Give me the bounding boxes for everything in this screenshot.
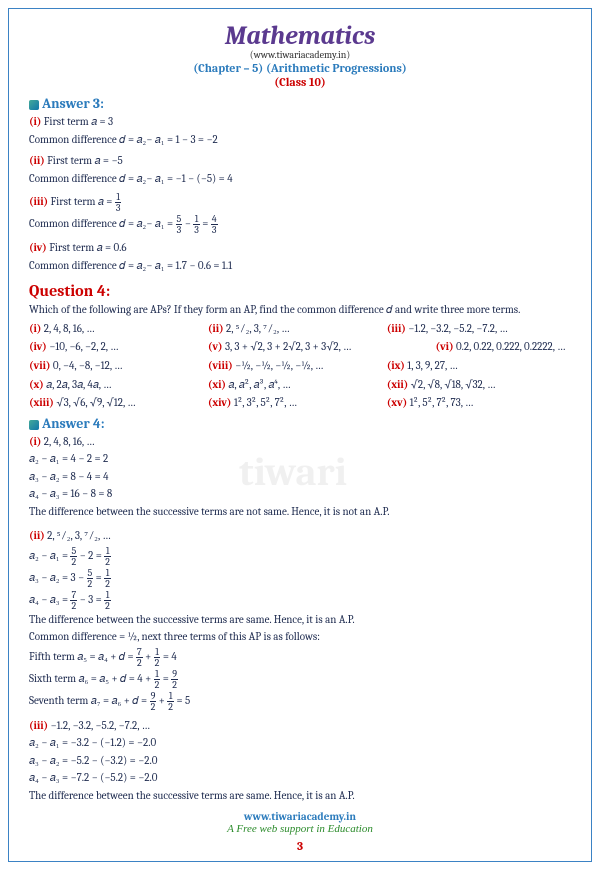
ans4-ii-l3: 𝑎₄ − 𝑎₃ = 72 − 3 = 12 bbox=[29, 590, 571, 611]
ans4-i-l3: 𝑎₄ − 𝑎₃ = 16 − 8 = 8 bbox=[29, 486, 571, 503]
ans4-iii-seq: (iii) −1.2, −3.2, −5.2, −7.2, … bbox=[29, 718, 571, 735]
footer-tagline: A Free web support in Education bbox=[29, 823, 571, 835]
ans3-iii-cd-pre: Common difference 𝑑 = 𝑎₂− 𝑎₁ = bbox=[29, 217, 176, 230]
bullet-icon bbox=[29, 100, 39, 110]
ans4-i-conc: The difference between the successive te… bbox=[29, 504, 571, 521]
ans4-label: Answer 4: bbox=[42, 415, 105, 432]
answer4-heading: Answer 4: bbox=[29, 415, 571, 432]
chapter: (Chapter – 5) (Arithmetic Progressions) bbox=[29, 61, 571, 75]
question4-heading: Question 4: bbox=[29, 282, 571, 300]
q4-x: (x) 𝑎, 2𝑎, 3𝑎, 4𝑎, … bbox=[29, 376, 208, 395]
ans4-i-seq: (i) 2, 4, 8, 16, … bbox=[29, 434, 571, 451]
roman-i: (i) bbox=[29, 115, 41, 128]
ans3-i-first: First term 𝑎 = 3 bbox=[41, 115, 113, 128]
ans3-ii-first: First term 𝑎 = −5 bbox=[45, 154, 123, 167]
ans4-iii-conc: The difference between the successive te… bbox=[29, 788, 571, 805]
ans4-ii-cd: Common difference = ½, next three terms … bbox=[29, 629, 571, 646]
ans3-iv-first: First term 𝑎 = 0.6 bbox=[47, 241, 127, 254]
q4-xii: (xii) √2, √8, √18, √32, … bbox=[387, 376, 566, 395]
title: Mathematics bbox=[29, 21, 571, 51]
q4-ii: (ii) 2, ⁵⁄₂, 3, ⁷⁄₂, … bbox=[208, 320, 387, 339]
ans3-ii: (ii) First term 𝑎 = −5 bbox=[29, 153, 571, 170]
header-url: (www.tiwariacademy.in) bbox=[29, 49, 571, 61]
ans4-ii-l2: 𝑎₃ − 𝑎₂ = 3 − 52 = 12 bbox=[29, 568, 571, 589]
ans3-iv-cd: Common difference 𝑑 = 𝑎₂− 𝑎₁ = 1.7 − 0.6… bbox=[29, 258, 571, 275]
ans4-ii-sixth: Sixth term 𝑎₆ = 𝑎₅ + 𝑑 = 4 + 12 = 92 bbox=[29, 669, 571, 690]
ans4-ii-l1: 𝑎₂ − 𝑎₁ = 52 − 2 = 12 bbox=[29, 546, 571, 567]
ans3-iii: (iii) First term 𝑎 = 13 bbox=[29, 192, 571, 213]
bullet-icon bbox=[29, 420, 39, 430]
ans4-iii-l3: 𝑎₄ − 𝑎₃ = −7.2 − (−5.2) = −2.0 bbox=[29, 770, 571, 787]
ans3-i: (i) First term 𝑎 = 3 bbox=[29, 114, 571, 131]
roman-iv: (iv) bbox=[29, 241, 47, 254]
page: Mathematics (www.tiwariacademy.in) (Chap… bbox=[8, 8, 592, 862]
ans3-label: Answer 3: bbox=[42, 95, 104, 112]
ans3-iv: (iv) First term 𝑎 = 0.6 bbox=[29, 240, 571, 257]
q4-vi: (vi) 0.2, 0.22, 0.222, 0.2222, … bbox=[435, 338, 565, 357]
q4-iii: (iii) −1.2, −3.2, −5.2, −7.2, … bbox=[387, 320, 566, 339]
q4-iv: (iv) −10, −6, −2, 2, … bbox=[29, 338, 208, 357]
q4-viii: (viii) −½, −½, −½, −½, … bbox=[208, 357, 387, 376]
footer-url: www.tiwariacademy.in bbox=[29, 810, 571, 823]
ans4-i-l2: 𝑎₃ − 𝑎₂ = 8 − 4 = 4 bbox=[29, 469, 571, 486]
roman-ii: (ii) bbox=[29, 154, 45, 167]
ans3-iii-cd: Common difference 𝑑 = 𝑎₂− 𝑎₁ = 53 − 13 =… bbox=[29, 214, 571, 235]
class: (Class 10) bbox=[29, 75, 571, 89]
q4-xiv: (xiv) 1², 3², 5², 7², … bbox=[208, 394, 387, 413]
answer3-heading: Answer 3: bbox=[29, 95, 571, 112]
ans3-i-cd: Common difference 𝑑 = 𝑎₂− 𝑎₁ = 1 − 3 = −… bbox=[29, 132, 571, 149]
ans3-ii-cd: Common difference 𝑑 = 𝑎₂− 𝑎₁ = −1 − (−5)… bbox=[29, 171, 571, 188]
ans4-ii-seventh: Seventh term 𝑎₇ = 𝑎₆ + 𝑑 = 92 + 12 = 5 bbox=[29, 691, 571, 712]
roman-iii: (iii) bbox=[29, 195, 48, 208]
q4-xi: (xi) 𝑎, 𝑎², 𝑎³, 𝑎⁴, … bbox=[208, 376, 387, 395]
ans4-ii-fifth: Fifth term 𝑎₅ = 𝑎₄ + 𝑑 = 72 + 12 = 4 bbox=[29, 647, 571, 668]
ans4-i-l1: 𝑎₂ − 𝑎₁ = 4 − 2 = 2 bbox=[29, 451, 571, 468]
page-number: 3 bbox=[29, 839, 571, 853]
q4-xv: (xv) 1², 5², 7², 73, … bbox=[387, 394, 566, 413]
q4-xiii: (xiii) √3, √6, √9, √12, … bbox=[29, 394, 208, 413]
ans4-ii-seq: (ii) 2, ⁵⁄₂, 3, ⁷⁄₂, … bbox=[29, 528, 571, 545]
ans4-ii-conc: The difference between the successive te… bbox=[29, 612, 571, 629]
ans4-iii-l2: 𝑎₃ − 𝑎₂ = −5.2 − (−3.2) = −2.0 bbox=[29, 753, 571, 770]
footer: www.tiwariacademy.in A Free web support … bbox=[29, 810, 571, 853]
ans3-iii-first: First term 𝑎 = bbox=[48, 195, 115, 208]
q4-ix: (ix) 1, 3, 9, 27, … bbox=[387, 357, 566, 376]
q4-v: (v) 3, 3 + √2, 3 + 2√2, 3 + 3√2, … bbox=[208, 338, 436, 357]
ans4-iii-l1: 𝑎₂ − 𝑎₁ = −3.2 − (−1.2) = −2.0 bbox=[29, 735, 571, 752]
q4-parts: (i) 2, 4, 8, 16, … (ii) 2, ⁵⁄₂, 3, ⁷⁄₂, … bbox=[29, 320, 571, 413]
q4-text: Which of the following are APs? If they … bbox=[29, 302, 571, 319]
q4-vii: (vii) 0, −4, −8, −12, … bbox=[29, 357, 208, 376]
q4-i: (i) 2, 4, 8, 16, … bbox=[29, 320, 208, 339]
